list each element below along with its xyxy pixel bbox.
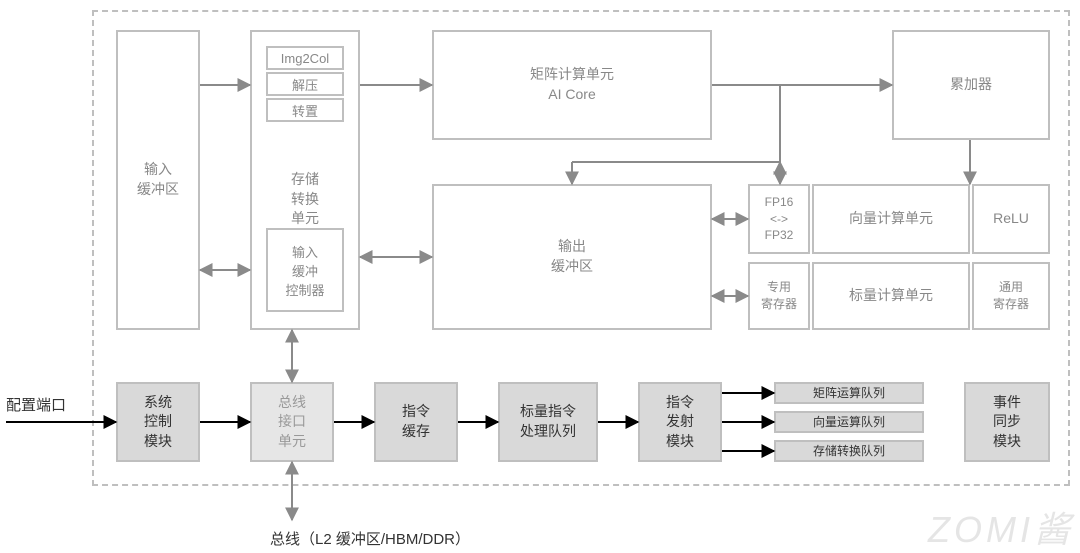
node-fp-convert: FP16 <-> FP32: [748, 184, 810, 254]
node-vector-unit: 向量计算单元: [812, 184, 970, 254]
node-img2col: Img2Col: [266, 46, 344, 70]
node-accumulator: 累加器: [892, 30, 1050, 140]
node-bus-if: 总线 接口 单元: [250, 382, 334, 462]
node-input-buffer-ctrl: 输入 缓冲 控制器: [266, 228, 344, 312]
node-special-reg: 专用 寄存器: [748, 262, 810, 330]
node-scalar-instr-queue: 标量指令 处理队列: [498, 382, 598, 462]
node-sys-ctrl: 系统 控制 模块: [116, 382, 200, 462]
matrix-unit-label: 矩阵计算单元 AI Core: [530, 65, 614, 104]
node-instr-dispatch: 指令 发射 模块: [638, 382, 722, 462]
node-input-buffer: 输入 缓冲区: [116, 30, 200, 330]
node-transpose: 转置: [266, 98, 344, 122]
node-vector-queue: 向量运算队列: [774, 411, 924, 433]
node-matrix-queue: 矩阵运算队列: [774, 382, 924, 404]
label-config-port: 配置端口: [6, 394, 66, 415]
node-matrix-unit: 矩阵计算单元 AI Core: [432, 30, 712, 140]
node-output-buffer: 输出 缓冲区: [432, 184, 712, 330]
node-instr-cache: 指令 缓存: [374, 382, 458, 462]
node-decompress: 解压: [266, 72, 344, 96]
node-event-sync: 事件 同步 模块: [964, 382, 1050, 462]
watermark: ZOMI酱: [928, 501, 1074, 553]
node-storage-queue: 存储转换队列: [774, 440, 924, 462]
storage-convert-unit-label: 存储 转换 单元: [252, 170, 358, 229]
node-relu: ReLU: [972, 184, 1050, 254]
label-bus-caption: 总线（L2 缓冲区/HBM/DDR）: [270, 528, 470, 549]
node-general-reg: 通用 寄存器: [972, 262, 1050, 330]
node-scalar-unit: 标量计算单元: [812, 262, 970, 330]
